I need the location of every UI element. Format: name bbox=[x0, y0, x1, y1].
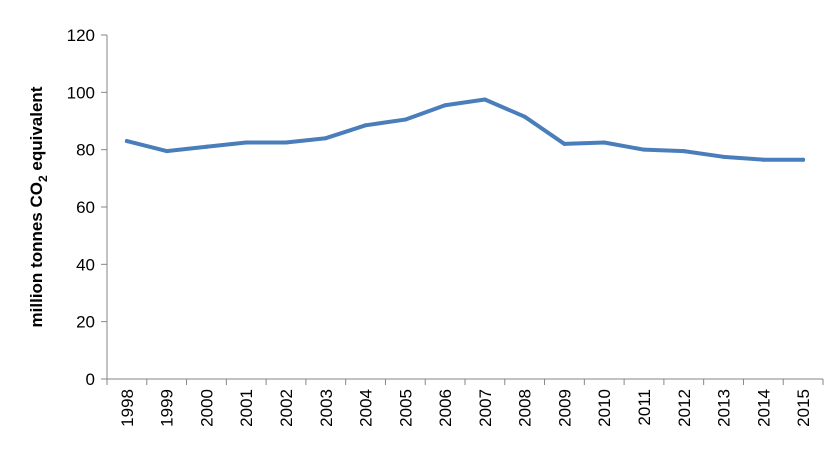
y-tick-label: 60 bbox=[76, 198, 95, 217]
y-tick-label: 80 bbox=[76, 141, 95, 160]
x-axis bbox=[106, 378, 824, 385]
y-axis bbox=[101, 34, 108, 380]
data-point bbox=[443, 103, 448, 108]
data-point bbox=[124, 139, 129, 144]
x-tick-label: 2008 bbox=[516, 389, 535, 427]
data-point bbox=[642, 147, 646, 152]
y-tick-label: 20 bbox=[76, 313, 95, 332]
series-line bbox=[124, 97, 806, 162]
x-tick-label: 2004 bbox=[357, 389, 376, 427]
data-point bbox=[482, 97, 487, 102]
data-point bbox=[204, 144, 209, 149]
data-point bbox=[681, 149, 686, 154]
x-tick-label: 2001 bbox=[237, 389, 256, 427]
data-point bbox=[363, 123, 368, 128]
x-tick-label: 2014 bbox=[754, 389, 773, 427]
x-tick-label: 2002 bbox=[277, 389, 296, 427]
data-point bbox=[164, 149, 169, 154]
series-group bbox=[124, 97, 806, 162]
data-point bbox=[761, 157, 766, 162]
y-tick-label: 40 bbox=[76, 255, 95, 274]
x-tick-label: 1999 bbox=[158, 389, 177, 427]
y-axis-label: million tonnes CO2 equivalent bbox=[27, 86, 50, 327]
x-tick-label: 2000 bbox=[197, 389, 216, 427]
x-tick-label: 2011 bbox=[635, 389, 654, 426]
x-tick-label: 2006 bbox=[436, 389, 455, 427]
y-tick-label: 120 bbox=[67, 26, 95, 45]
x-tick-label: 2015 bbox=[794, 389, 813, 427]
data-point bbox=[244, 140, 249, 145]
x-tick-label: 2003 bbox=[317, 389, 336, 427]
x-tick-label: 2007 bbox=[476, 389, 495, 427]
x-tick-label: 2009 bbox=[555, 389, 574, 427]
data-point bbox=[403, 117, 408, 122]
y-tick-label: 0 bbox=[86, 370, 95, 389]
data-point bbox=[602, 140, 607, 145]
x-tick-labels: 1998 1999 2000 2001 2002 2003 2004 2005 2006 2007… bbox=[118, 389, 813, 427]
data-point bbox=[522, 114, 527, 119]
x-tick-label: 2012 bbox=[675, 389, 694, 427]
y-tick-label: 100 bbox=[67, 83, 95, 102]
x-tick-label: 2005 bbox=[396, 389, 415, 427]
y-tick-labels: 0 20 40 60 80 100 120 bbox=[67, 26, 95, 389]
data-point bbox=[721, 154, 726, 159]
x-tick-label: 1998 bbox=[118, 389, 137, 427]
data-point bbox=[562, 141, 567, 146]
data-point bbox=[323, 136, 328, 141]
x-tick-label: 2010 bbox=[595, 389, 614, 427]
data-point bbox=[801, 157, 806, 162]
data-point bbox=[284, 140, 288, 145]
x-tick-label: 2013 bbox=[715, 389, 734, 427]
